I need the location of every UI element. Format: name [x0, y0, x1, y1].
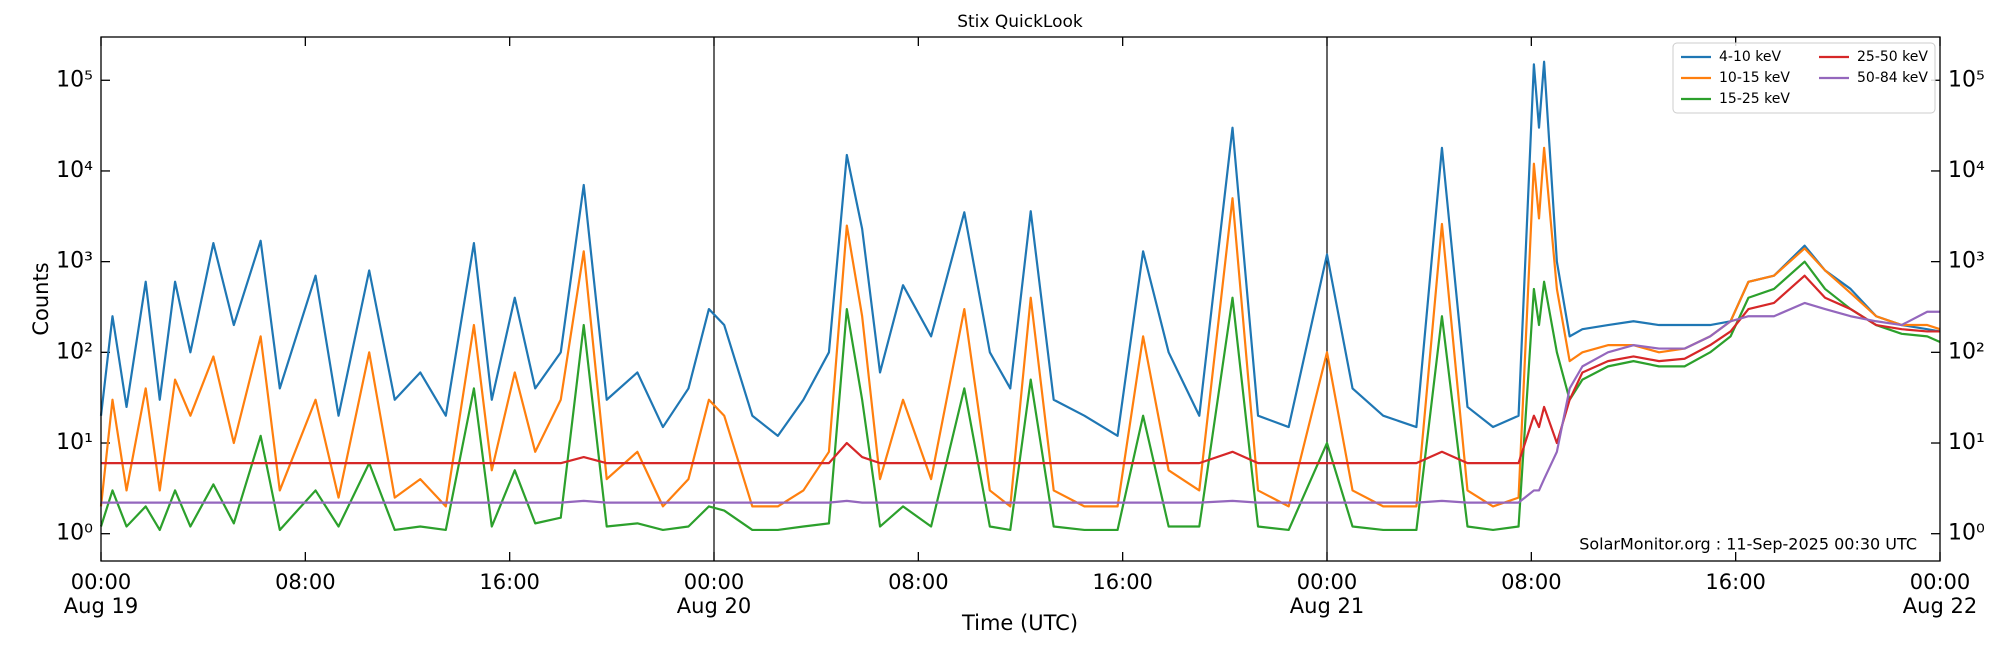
annotation: SolarMonitor.org : 11-Sep-2025 00:30 UTC — [1579, 535, 1917, 554]
legend-box — [1672, 42, 1936, 114]
y-tick-label-right: 10² — [1948, 339, 1985, 364]
y-tick-label: 10⁴ — [56, 158, 93, 183]
x-tick-label: 16:00 — [1705, 570, 1766, 594]
legend-label: 15-25 keV — [1719, 91, 1790, 107]
x-tick-label: 00:00 Aug 19 — [63, 570, 139, 618]
series-line — [99, 260, 1941, 532]
y-tick-label-right: 10¹ — [1948, 430, 1985, 455]
y-tick-label-right: 10⁵ — [1948, 67, 1985, 92]
x-tick-label: 08:00 — [275, 570, 336, 594]
x-tick-label: 00:00 Aug 20 — [676, 570, 752, 618]
y-tick-label: 10¹ — [56, 430, 93, 455]
x-tick-label: 16:00 — [1092, 570, 1153, 594]
y-tick-label-right: 10⁰ — [1948, 521, 1985, 546]
series-line — [101, 301, 1940, 504]
x-tick-label: 00:00 Aug 21 — [1289, 570, 1365, 618]
axes-frame — [100, 36, 1941, 562]
legend-label: 10-15 keV — [1719, 70, 1790, 86]
y-tick-label: 10³ — [56, 249, 93, 274]
legend-label: 4-10 keV — [1719, 49, 1781, 65]
x-tick-label: 08:00 — [1501, 570, 1562, 594]
y-tick-label-right: 10⁴ — [1948, 158, 1985, 183]
legend-label: 50-84 keV — [1857, 70, 1928, 86]
y-tick-label-right: 10³ — [1948, 249, 1985, 274]
series-line — [101, 274, 1940, 465]
plot-area — [99, 60, 1941, 532]
x-axis-label: Time (UTC) — [961, 611, 1078, 635]
x-tick-label: 16:00 — [479, 570, 540, 594]
x-tick-label: 08:00 — [888, 570, 949, 594]
y-axis-label: Counts — [29, 262, 53, 335]
y-tick-label: 10⁰ — [56, 521, 93, 546]
y-tick-label: 10⁵ — [56, 67, 93, 92]
x-tick-label: 00:00 Aug 22 — [1902, 570, 1978, 618]
legend-label: 25-50 keV — [1857, 49, 1928, 65]
y-tick-label: 10² — [56, 339, 93, 364]
series-line — [99, 60, 1941, 437]
series-line — [99, 146, 1941, 508]
chart-title: Stix QuickLook — [957, 12, 1083, 32]
